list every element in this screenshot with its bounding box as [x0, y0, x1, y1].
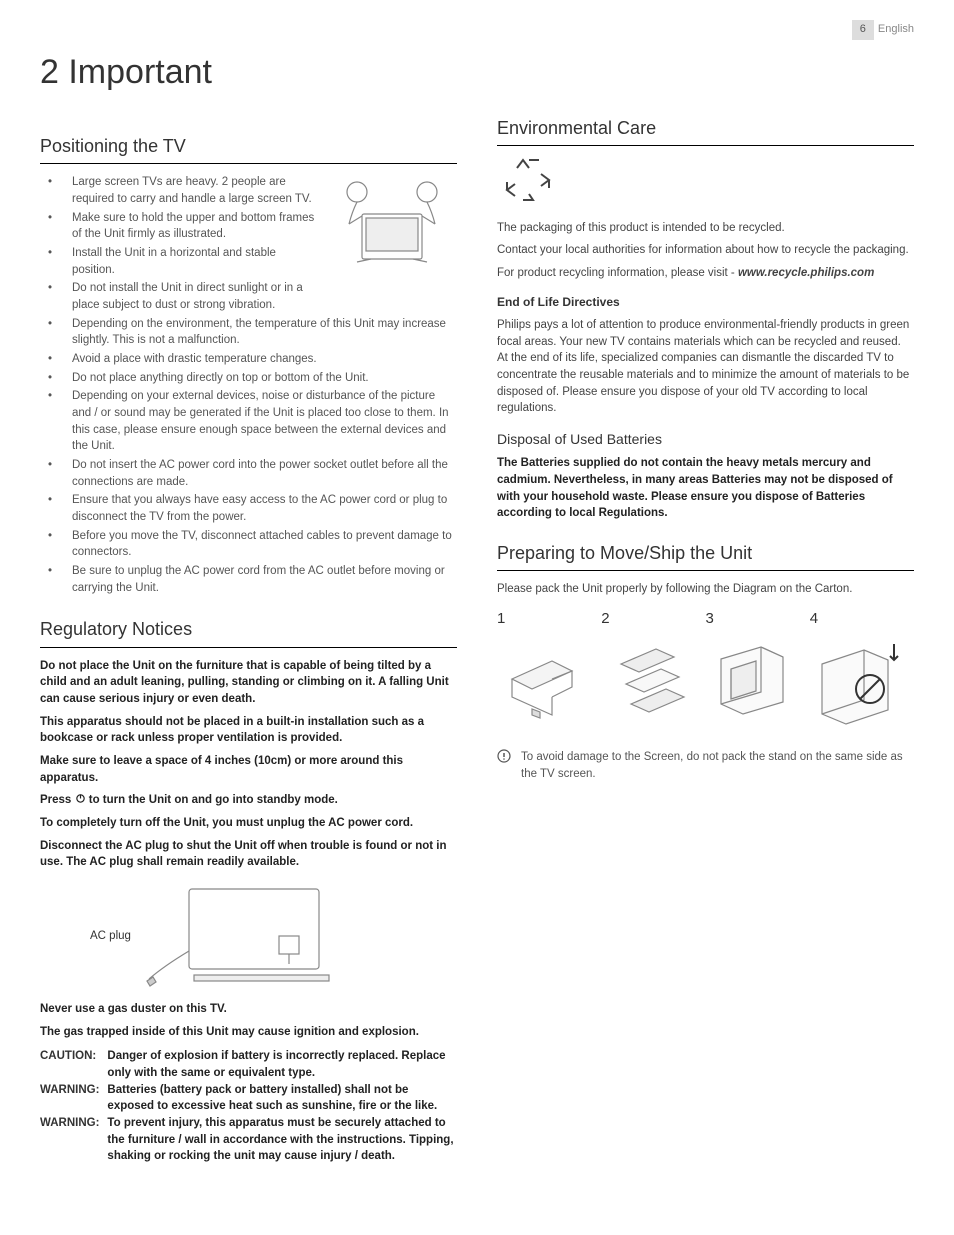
warnings-table: CAUTION: Danger of explosion if battery …	[40, 1048, 457, 1165]
regulatory-p4: Press to turn the Unit on and go into st…	[40, 792, 457, 809]
step-2: 2	[601, 608, 705, 729]
packing-note-text: To avoid damage to the Screen, do not pa…	[521, 749, 914, 782]
batteries-subheading: Disposal of Used Batteries	[497, 429, 914, 449]
list-item: Avoid a place with drastic temperature c…	[40, 351, 457, 368]
eol-subheading: End of Life Directives	[497, 294, 914, 311]
positioning-body: Large screen TVs are heavy. 2 people are…	[40, 174, 457, 598]
packing-steps: 1 2	[497, 608, 914, 739]
warning-row: CAUTION: Danger of explosion if battery …	[40, 1048, 457, 1081]
env-heading: Environmental Care	[497, 115, 914, 146]
step-4: 4	[810, 608, 914, 739]
regulatory-p2: This apparatus should not be placed in a…	[40, 714, 457, 747]
list-item: Install the Unit in a horizontal and sta…	[40, 245, 321, 278]
page-language: English	[878, 22, 914, 38]
move-p1: Please pack the Unit properly by followi…	[497, 581, 914, 598]
step2-illustration	[601, 634, 691, 724]
list-item: Before you move the TV, disconnect attac…	[40, 528, 457, 561]
right-column: Environmental Care The packaging of this…	[497, 115, 914, 1165]
packing-note: To avoid damage to the Screen, do not pa…	[497, 749, 914, 782]
env-p2: Contact your local authorities for infor…	[497, 242, 914, 259]
regulatory-p1: Do not place the Unit on the furniture t…	[40, 658, 457, 708]
step4-illustration	[810, 634, 910, 734]
page-title: 2 Important	[40, 48, 914, 97]
list-item: Large screen TVs are heavy. 2 people are…	[40, 174, 321, 207]
page-number: 6	[852, 20, 874, 40]
env-p5: The Batteries supplied do not contain th…	[497, 455, 914, 522]
list-item: Depending on your external devices, nois…	[40, 388, 457, 455]
list-item: Be sure to unplug the AC power cord from…	[40, 563, 457, 596]
list-item: Depending on the environment, the temper…	[40, 316, 457, 349]
regulatory-p3: Make sure to leave a space of 4 inches (…	[40, 753, 457, 786]
list-item: Make sure to hold the upper and bottom f…	[40, 210, 321, 243]
carry-illustration	[327, 174, 457, 284]
list-item: Do not place anything directly on top or…	[40, 370, 457, 387]
step-1: 1	[497, 608, 601, 729]
recycle-icon	[497, 156, 557, 206]
list-item: Do not insert the AC power cord into the…	[40, 457, 457, 490]
regulatory-p7: Never use a gas duster on this TV.	[40, 1001, 457, 1018]
regulatory-p8: The gas trapped inside of this Unit may …	[40, 1024, 457, 1041]
ac-plug-illustration	[139, 881, 339, 991]
regulatory-p5: To completely turn off the Unit, you mus…	[40, 815, 457, 832]
list-item: Do not install the Unit in direct sunlig…	[40, 280, 321, 313]
step3-illustration	[706, 634, 796, 724]
regulatory-heading: Regulatory Notices	[40, 616, 457, 647]
page-header: 6 English	[40, 20, 914, 40]
list-item: Ensure that you always have easy access …	[40, 492, 457, 525]
ac-plug-label: AC plug	[90, 928, 131, 945]
info-icon	[497, 749, 513, 782]
power-icon	[75, 793, 86, 804]
warning-row: WARNING: To prevent injury, this apparat…	[40, 1115, 457, 1165]
env-p3: For product recycling information, pleas…	[497, 265, 914, 282]
step-3: 3	[706, 608, 810, 729]
move-heading: Preparing to Move/Ship the Unit	[497, 540, 914, 571]
left-column: Positioning the TV Large screen TVs are …	[40, 115, 457, 1165]
content-columns: Positioning the TV Large screen TVs are …	[40, 115, 914, 1165]
ac-plug-figure: AC plug	[90, 881, 457, 991]
recycle-link[interactable]: www.recycle.philips.com	[738, 267, 874, 279]
warning-row: WARNING: Batteries (battery pack or batt…	[40, 1082, 457, 1115]
step1-illustration	[497, 634, 587, 724]
env-p1: The packaging of this product is intende…	[497, 220, 914, 237]
regulatory-p6: Disconnect the AC plug to shut the Unit …	[40, 838, 457, 871]
positioning-heading: Positioning the TV	[40, 133, 457, 164]
env-p4: Philips pays a lot of attention to produ…	[497, 317, 914, 417]
